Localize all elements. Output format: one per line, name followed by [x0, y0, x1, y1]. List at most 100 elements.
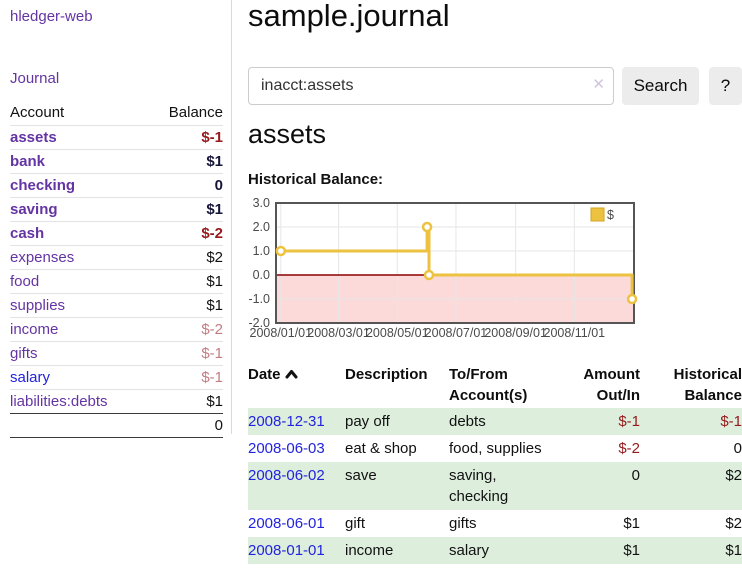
account-row: supplies $1: [10, 293, 223, 318]
sidebar-item-journal[interactable]: Journal: [10, 70, 60, 87]
svg-text:1.0: 1.0: [253, 244, 270, 258]
account-link[interactable]: liabilities:debts: [10, 393, 108, 410]
column-header-balance: Historical Balance: [673, 366, 742, 404]
account-balance: $1: [146, 293, 223, 318]
account-balance: $-2: [146, 221, 223, 246]
column-header-date[interactable]: Date: [248, 362, 345, 408]
transaction-amount: 0: [631, 467, 640, 484]
main-content: sample.journal ✕ Search ? assets Histori…: [248, 0, 742, 582]
transaction-amount: $1: [623, 515, 640, 532]
account-row: assets $-1: [10, 125, 223, 150]
register-table: Date Description To/From Account(s) Amou…: [248, 362, 742, 564]
transaction-description: eat & shop: [345, 440, 417, 457]
column-header-accounts: To/From Account(s): [449, 366, 528, 404]
transaction-date-link[interactable]: 2008-06-03: [248, 440, 325, 457]
register-row: 2008-06-02 save saving, checking 0 $2: [248, 462, 742, 510]
account-balance: $-1: [146, 365, 223, 390]
account-link[interactable]: checking: [10, 177, 76, 194]
transaction-date-link[interactable]: 2008-01-01: [248, 542, 325, 559]
svg-text:-1.0: -1.0: [248, 292, 270, 306]
transaction-date-link[interactable]: 2008-06-02: [248, 467, 325, 484]
register-row: 2008-06-03 eat & shop food, supplies $-2 0: [248, 435, 742, 462]
transaction-accounts: food, supplies: [449, 440, 542, 457]
svg-text:$: $: [607, 208, 614, 222]
account-link[interactable]: salary: [10, 369, 51, 386]
transaction-balance: $2: [725, 467, 742, 484]
register-row: 2008-12-31 pay off debts $-1 $-1: [248, 408, 742, 435]
search-input[interactable]: [248, 67, 614, 105]
transaction-description: pay off: [345, 413, 390, 430]
transaction-accounts: gifts: [449, 515, 477, 532]
account-link[interactable]: expenses: [10, 249, 75, 266]
chart-title: Historical Balance:: [248, 171, 384, 188]
account-balance: $-2: [146, 317, 223, 342]
transaction-balance: $2: [725, 515, 742, 532]
account-row: salary $-1: [10, 365, 223, 390]
svg-text:-2.0: -2.0: [248, 316, 270, 330]
svg-text:2008/05/01: 2008/05/01: [366, 326, 429, 340]
account-link[interactable]: gifts: [10, 345, 38, 362]
account-balance: $1: [146, 269, 223, 294]
svg-text:2008/09/01: 2008/09/01: [484, 326, 547, 340]
transaction-balance: 0: [733, 440, 742, 457]
account-balance: $-1: [146, 341, 223, 366]
clear-search-icon[interactable]: ✕: [592, 76, 605, 93]
svg-text:3.0: 3.0: [253, 196, 270, 210]
transaction-amount: $-1: [618, 413, 640, 430]
svg-text:2008/07/01: 2008/07/01: [425, 326, 488, 340]
account-link[interactable]: saving: [10, 201, 58, 218]
accounts-header-row: Account Balance: [10, 100, 223, 126]
account-link[interactable]: cash: [10, 225, 45, 242]
transaction-accounts: saving, checking: [449, 467, 509, 505]
register-row: 2008-01-01 income salary $1 $1: [248, 537, 742, 564]
account-balance: $1: [146, 197, 223, 222]
account-row: bank $1: [10, 149, 223, 174]
account-link[interactable]: food: [10, 273, 40, 290]
transaction-date-link[interactable]: 2008-06-01: [248, 515, 325, 532]
account-link[interactable]: supplies: [10, 297, 66, 314]
accounts-header-balance: Balance: [168, 104, 223, 121]
account-link[interactable]: income: [10, 321, 59, 338]
account-balance: $-1: [146, 125, 223, 150]
transaction-description: income: [345, 542, 394, 559]
transaction-description: save: [345, 467, 377, 484]
transaction-accounts: debts: [449, 413, 486, 430]
svg-text:2.0: 2.0: [253, 220, 270, 234]
transaction-amount: $1: [623, 542, 640, 559]
transaction-date-link[interactable]: 2008-12-31: [248, 413, 325, 430]
account-balance: $1: [146, 389, 223, 414]
register-row: 2008-06-01 gift gifts $1 $2: [248, 510, 742, 537]
transaction-description: gift: [345, 515, 366, 532]
account-row: liabilities:debts $1: [10, 389, 223, 414]
svg-text:0.0: 0.0: [253, 268, 270, 282]
account-balance: $1: [146, 149, 223, 174]
brand-link[interactable]: hledger-web: [10, 8, 93, 25]
help-button[interactable]: ?: [709, 67, 742, 105]
account-row: checking 0: [10, 173, 223, 198]
account-balance: 0: [146, 173, 223, 198]
sidebar: hledger-web Journal Account Balance asse…: [0, 0, 232, 438]
transaction-amount: $-2: [618, 440, 640, 457]
account-link[interactable]: bank: [10, 153, 46, 170]
column-header-amount: Amount Out/In: [583, 366, 640, 404]
svg-text:2008/01/01: 2008/01/01: [250, 326, 313, 340]
account-row: gifts $-1: [10, 341, 223, 366]
page-title: sample.journal: [248, 0, 450, 33]
transaction-accounts: salary: [449, 542, 490, 559]
sort-ascending-icon: [285, 364, 298, 385]
account-balance: $2: [146, 245, 223, 270]
transaction-balance: $-1: [720, 413, 742, 430]
account-row: food $1: [10, 269, 223, 294]
historical-balance-chart: $3.0 2.0 1.0 0.0 -1.0 -2.02008/01/012008/03/0…: [248, 196, 638, 340]
search-bar: ✕ Search ?: [248, 67, 742, 105]
svg-text:2008/11/01: 2008/11/01: [544, 326, 606, 340]
account-row: expenses $2: [10, 245, 223, 270]
account-row: saving $1: [10, 197, 223, 222]
search-button[interactable]: Search: [622, 67, 699, 105]
accounts-table: Account Balance assets $-1 bank $1 checking 0…: [10, 100, 223, 438]
transaction-balance: $1: [725, 542, 742, 559]
accounts-total-row: 0: [10, 413, 223, 438]
search-input-wrap: ✕: [248, 67, 614, 105]
account-link[interactable]: assets: [10, 129, 57, 146]
